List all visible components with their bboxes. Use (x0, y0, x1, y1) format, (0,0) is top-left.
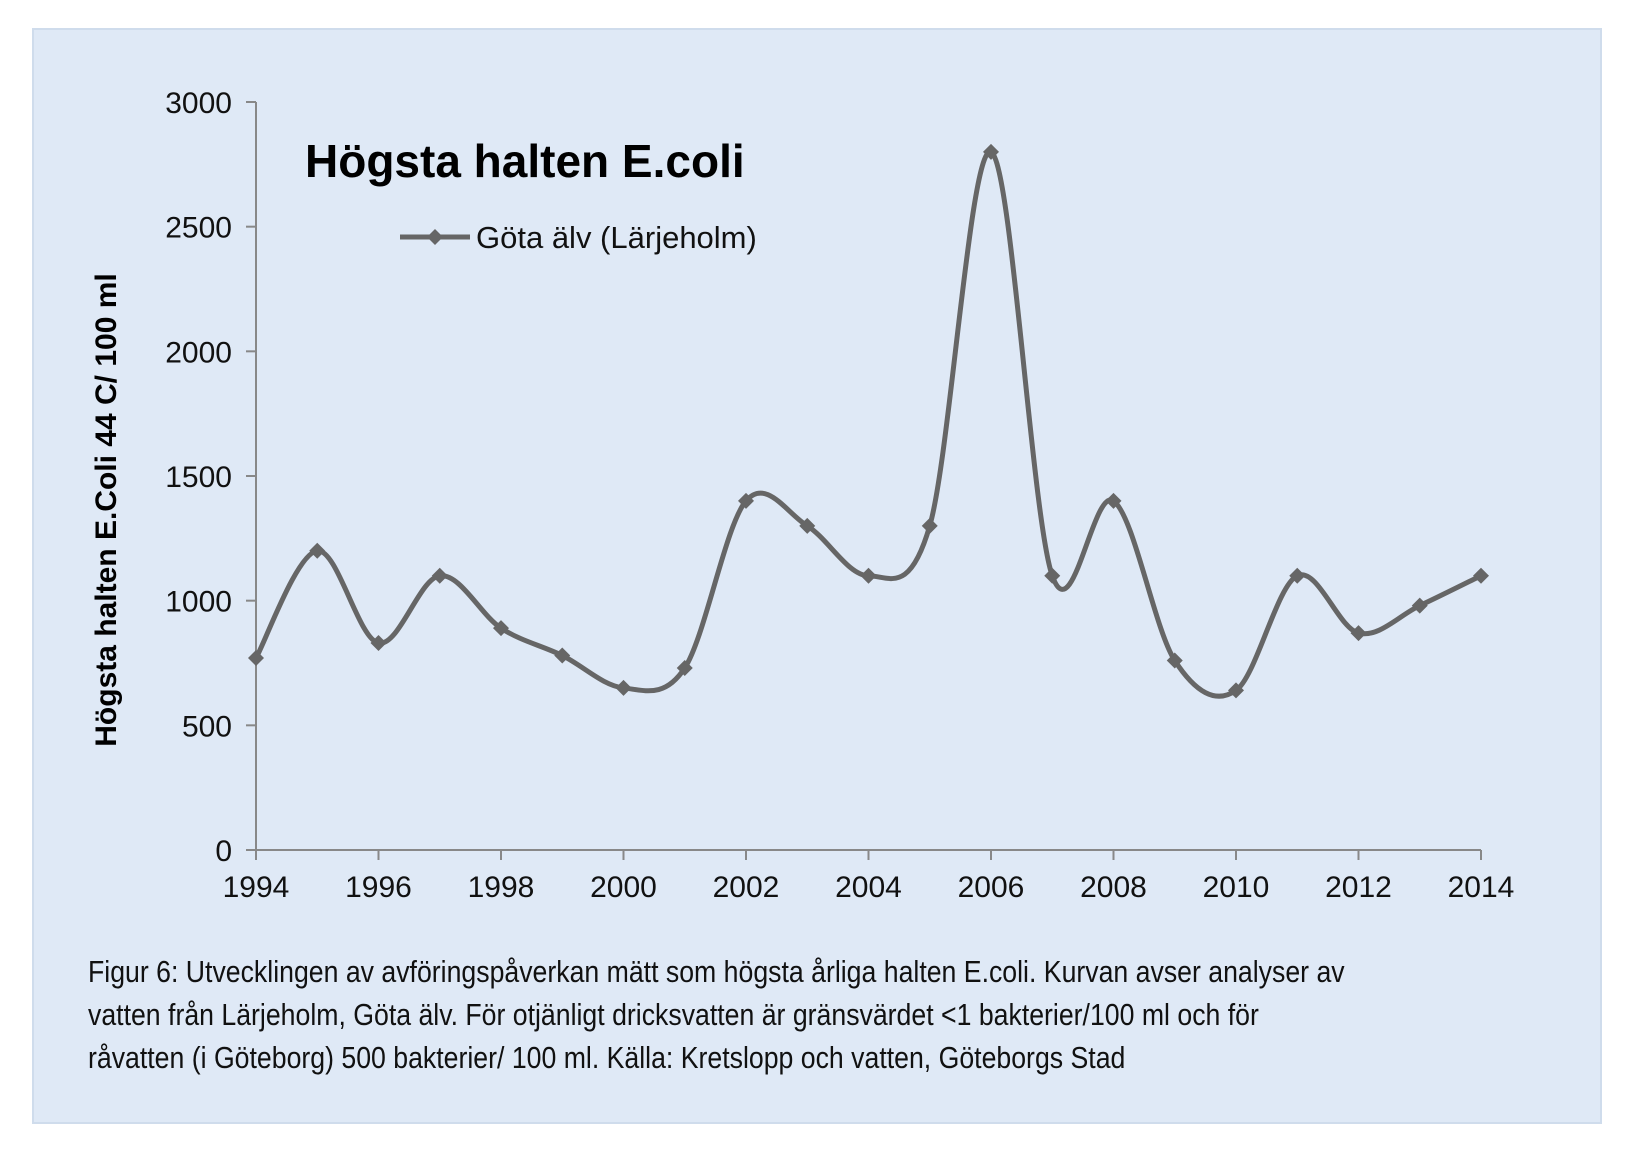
data-point-2011 (1289, 567, 1306, 584)
data-point-2005 (921, 517, 938, 534)
data-point-2004 (860, 567, 877, 584)
data-point-2012 (1350, 625, 1367, 642)
data-point-2010 (1228, 682, 1244, 699)
x-tick-label: 1994 (223, 871, 290, 904)
y-tick-label: 500 (182, 710, 232, 743)
x-tick-label: 2008 (1080, 871, 1147, 904)
y-tick-label: 0 (215, 835, 232, 868)
legend-marker (427, 229, 443, 245)
chart-axes: 0 500 1000 1500 2000 2500 3000 1994 1996 1998 2000… (165, 87, 1514, 904)
data-point-2008 (1105, 492, 1122, 509)
data-point-1994 (248, 650, 264, 667)
x-tick-label: 2002 (713, 871, 780, 904)
data-point-1997 (431, 567, 448, 584)
data-point-2014 (1473, 567, 1489, 584)
series-line (253, 149, 1483, 699)
x-tick-label: 1998 (468, 871, 535, 904)
x-tick-label: 2010 (1203, 871, 1270, 904)
y-tick-label: 2000 (165, 336, 232, 369)
x-tick-label: 2000 (590, 871, 657, 904)
data-point-2001 (676, 659, 693, 676)
data-point-2003 (799, 517, 816, 534)
x-tick-label: 2004 (835, 871, 902, 904)
data-point-2009 (1166, 652, 1183, 669)
chart-series (248, 143, 1489, 699)
x-tick-label: 1996 (345, 871, 412, 904)
data-point-2002 (738, 492, 754, 509)
data-point-1999 (554, 647, 571, 664)
data-point-2006 (983, 143, 999, 160)
data-point-2000 (615, 679, 632, 696)
data-point-1995 (309, 542, 326, 559)
y-axis-label: Högsta halten E.Coli 44 C/ 100 ml (90, 273, 123, 746)
data-point-1996 (370, 635, 387, 652)
data-point-1998 (493, 620, 509, 637)
y-tick-label: 3000 (165, 87, 232, 120)
y-tick-label: 1000 (165, 586, 232, 619)
figure-caption: Figur 6: Utvecklingen av avföringspåverk… (88, 954, 1345, 1075)
data-point-2013 (1411, 597, 1428, 614)
chart-legend: Göta älv (Lärjeholm) (400, 220, 757, 255)
y-tick-label: 1500 (165, 461, 232, 494)
x-tick-label: 2006 (958, 871, 1025, 904)
x-tick-label: 2012 (1325, 871, 1392, 904)
x-tick-label: 2014 (1448, 871, 1515, 904)
legend-label: Göta älv (Lärjeholm) (476, 220, 757, 255)
y-tick-label: 2500 (165, 212, 232, 245)
chart-title: Högsta halten E.coli (305, 135, 745, 187)
data-point-2007 (1044, 567, 1061, 584)
